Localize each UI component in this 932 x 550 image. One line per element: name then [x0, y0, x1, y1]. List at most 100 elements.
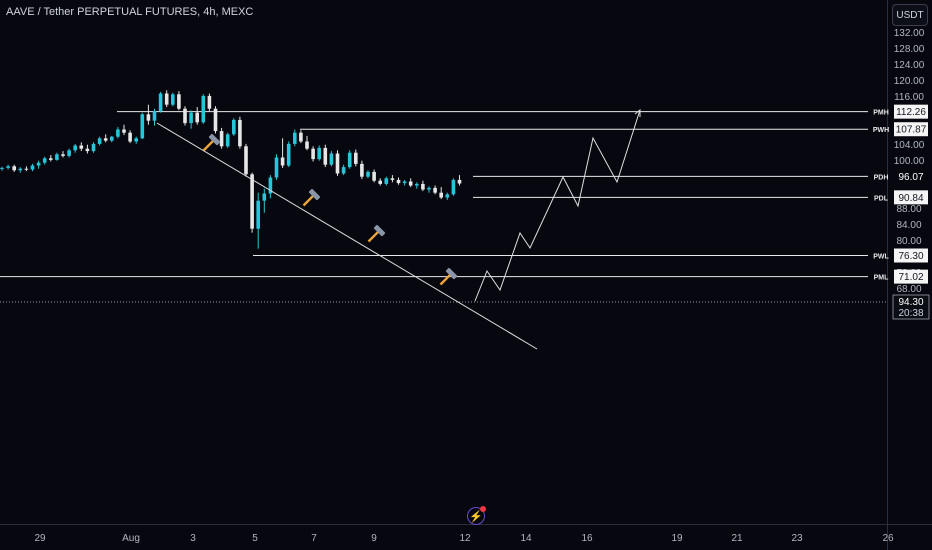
candle[interactable] — [36, 160, 41, 169]
candle[interactable] — [433, 185, 437, 195]
candle-body — [183, 108, 187, 124]
candle[interactable] — [360, 160, 364, 180]
chart-title: AAVE / Tether PERPETUAL FUTURES, 4h, MEX… — [6, 6, 254, 18]
candle[interactable] — [408, 178, 413, 188]
candle[interactable] — [177, 91, 181, 111]
candle[interactable] — [354, 149, 358, 167]
candle[interactable] — [55, 152, 59, 161]
candle[interactable] — [91, 142, 96, 153]
candle[interactable] — [128, 130, 132, 144]
candle[interactable] — [268, 175, 273, 199]
descending-trendline[interactable] — [156, 122, 538, 350]
candle[interactable] — [274, 154, 279, 180]
candle[interactable] — [30, 163, 35, 172]
candle[interactable] — [207, 93, 212, 112]
candle[interactable] — [366, 170, 370, 179]
candle[interactable] — [317, 145, 321, 161]
candle[interactable] — [415, 182, 419, 189]
candle[interactable] — [396, 177, 401, 185]
candle[interactable] — [280, 138, 285, 168]
candle[interactable] — [402, 179, 407, 186]
candle[interactable] — [335, 150, 340, 176]
candle[interactable] — [183, 106, 187, 126]
candle[interactable] — [171, 92, 175, 107]
candle[interactable] — [329, 151, 334, 167]
candle[interactable] — [323, 144, 328, 168]
candle[interactable] — [158, 91, 163, 113]
candle-body — [274, 157, 279, 178]
candle[interactable] — [73, 143, 77, 153]
candle[interactable] — [219, 127, 224, 149]
candle[interactable] — [140, 112, 145, 140]
candle[interactable] — [341, 164, 346, 176]
candle[interactable] — [116, 127, 120, 139]
candle-body — [189, 112, 193, 124]
candle[interactable] — [347, 150, 352, 169]
price-tick-label: 124.00 — [894, 60, 925, 71]
candle[interactable] — [372, 169, 376, 183]
candle-body — [347, 152, 352, 168]
projected-path[interactable] — [474, 109, 641, 302]
price-tick-label: 132.00 — [894, 28, 925, 39]
candle[interactable] — [286, 141, 291, 168]
candle[interactable] — [421, 180, 425, 192]
currency-button[interactable]: USDT — [892, 4, 928, 26]
candle[interactable] — [103, 134, 108, 143]
candle[interactable] — [427, 186, 431, 193]
candle[interactable] — [97, 136, 102, 146]
candle[interactable] — [256, 192, 260, 249]
candle[interactable] — [390, 175, 395, 183]
time-tick-label: 19 — [671, 533, 683, 544]
candle[interactable] — [201, 94, 206, 124]
candle[interactable] — [12, 164, 16, 172]
candle[interactable] — [232, 118, 236, 136]
candle[interactable] — [6, 164, 10, 170]
candle[interactable] — [195, 107, 199, 125]
candle[interactable] — [311, 146, 315, 162]
time-tick-label: 9 — [371, 533, 377, 544]
candle[interactable] — [49, 155, 53, 162]
bolt-icon[interactable]: ⚡ — [467, 506, 486, 525]
candle[interactable] — [146, 104, 151, 125]
candle[interactable] — [213, 106, 218, 134]
candle[interactable] — [384, 176, 389, 186]
candle[interactable] — [305, 135, 309, 151]
candle[interactable] — [134, 136, 138, 144]
candle[interactable] — [451, 178, 456, 196]
candle[interactable] — [67, 148, 71, 158]
candle[interactable] — [457, 175, 462, 186]
candle-body — [207, 95, 212, 109]
candle-body — [384, 178, 389, 184]
candle[interactable] — [79, 142, 84, 152]
candle[interactable] — [164, 90, 169, 108]
candle[interactable] — [225, 132, 230, 148]
candle[interactable] — [262, 188, 267, 213]
candle[interactable] — [238, 116, 242, 149]
candle-body — [244, 146, 248, 175]
candle-body — [366, 171, 370, 177]
candle-body — [91, 143, 96, 152]
candle[interactable] — [110, 135, 114, 143]
candle[interactable] — [250, 172, 254, 233]
candle-body — [421, 183, 425, 190]
candle[interactable] — [439, 187, 443, 200]
candle[interactable] — [378, 178, 382, 186]
candle-body — [360, 163, 364, 177]
candle[interactable] — [61, 151, 65, 158]
candle[interactable] — [122, 124, 126, 136]
candle[interactable] — [189, 110, 193, 129]
candle[interactable] — [299, 130, 303, 144]
candle[interactable] — [152, 108, 157, 126]
candle[interactable] — [445, 192, 450, 200]
level-name-label: PML — [874, 275, 890, 282]
hammer-icon — [439, 267, 458, 286]
price-tick-label: 104.00 — [894, 140, 925, 151]
candle[interactable] — [244, 143, 248, 177]
candle[interactable] — [85, 144, 90, 154]
candle[interactable] — [293, 129, 297, 147]
candle[interactable] — [24, 166, 29, 172]
candle[interactable] — [18, 167, 23, 173]
candle[interactable] — [42, 156, 47, 165]
candle[interactable] — [0, 166, 4, 171]
